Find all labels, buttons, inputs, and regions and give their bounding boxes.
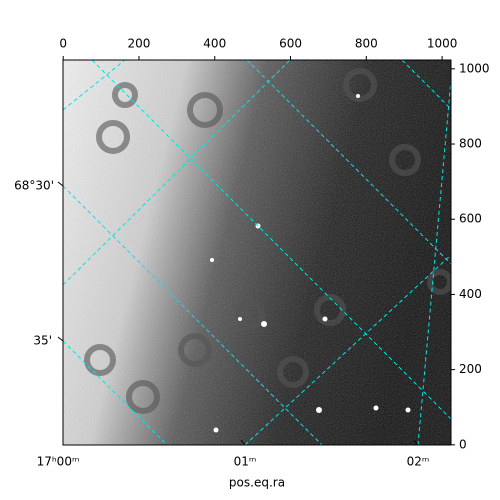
x-axis-label: pos.eq.ra (229, 476, 285, 490)
x-tick-label: 200 (128, 37, 151, 51)
x-tick-label: 0 (59, 37, 67, 51)
ra-tick-label: 02ᵐ (407, 455, 430, 469)
x-tick-label: 600 (279, 37, 302, 51)
ra-tick-label: 17ʰ00ᵐ (37, 455, 80, 469)
world-ticks (57, 181, 419, 446)
y-tick-label: 0 (459, 437, 467, 451)
dec-tick-label: 35' (33, 334, 52, 348)
y-tick-label: 600 (459, 212, 482, 226)
x-tick-label: 400 (203, 37, 226, 51)
world-grid (63, 60, 451, 445)
x-tick-label: 1000 (427, 37, 458, 51)
x-tick-label: 800 (355, 37, 378, 51)
plot-frame (62, 59, 452, 446)
sky-image (63, 60, 451, 445)
y-tick-label: 400 (459, 287, 482, 301)
y-tick-label: 1000 (459, 61, 490, 75)
dec-tick-label: 68°30' (14, 179, 54, 193)
y-tick-label: 200 (459, 362, 482, 376)
y-tick-label: 800 (459, 137, 482, 151)
ra-tick-label: 01ᵐ (234, 455, 257, 469)
